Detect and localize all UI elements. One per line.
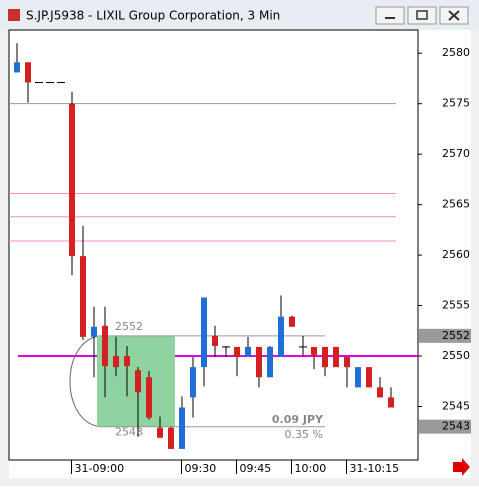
window-buttons[interactable] <box>375 6 469 25</box>
y-tick-label: 2580 <box>442 46 470 59</box>
measure-label: 2552 <box>115 320 143 333</box>
app-icon <box>8 9 20 21</box>
price-tag <box>419 419 471 434</box>
measure-change: 0.09 JPY <box>272 413 324 426</box>
y-tick-label: 2565 <box>442 198 470 211</box>
measure-percent: 0.35 % <box>285 428 323 441</box>
y-tick-label: 2570 <box>442 147 470 160</box>
candle-body <box>311 346 317 357</box>
candle-body <box>69 103 75 257</box>
x-tick-label: 10:00 <box>295 462 327 475</box>
price-tag-label: 2552 <box>442 329 470 342</box>
candle-body <box>333 346 339 368</box>
candle-body <box>80 256 86 337</box>
candle-body <box>377 387 383 398</box>
candle-body <box>25 62 31 83</box>
candle-body <box>14 62 20 73</box>
x-tick-label: 09:30 <box>185 462 217 475</box>
y-tick-label: 2555 <box>442 299 470 312</box>
y-tick-label: 2575 <box>442 97 470 110</box>
candle-body <box>113 356 119 368</box>
candle-body <box>201 297 207 368</box>
candle-body <box>388 397 394 408</box>
y-tick-label: 2550 <box>442 349 470 362</box>
y-tick-label: 2560 <box>442 248 470 261</box>
close-icon <box>448 10 460 21</box>
plot-frame <box>8 29 419 461</box>
candle-body <box>135 370 141 393</box>
candle-body <box>278 316 284 358</box>
candle-body <box>355 367 361 388</box>
candle-body <box>190 367 196 398</box>
candle-body <box>234 346 240 358</box>
candle-body <box>267 346 273 378</box>
price-tag <box>419 328 471 343</box>
candle-body <box>179 407 185 449</box>
candle-body <box>157 427 163 438</box>
price-tag-label: 2543 <box>442 420 470 433</box>
candle-body <box>289 316 295 327</box>
maximize-button[interactable] <box>407 6 437 25</box>
candle-body <box>366 367 372 388</box>
candle-body <box>168 427 174 449</box>
candle-body <box>102 325 108 367</box>
scroll-arrow[interactable] <box>453 458 470 476</box>
maximize-icon <box>416 10 428 20</box>
measure-arc <box>69 335 101 428</box>
candle-body <box>344 357 350 368</box>
candle-body <box>212 335 218 346</box>
candle-body <box>322 346 328 368</box>
measure-label: 2543 <box>115 426 143 439</box>
x-tick-label: 31-10:15 <box>350 462 400 475</box>
x-tick-label: 09:45 <box>240 462 272 475</box>
candle-body <box>146 377 152 418</box>
y-tick-label: 2545 <box>442 400 470 413</box>
x-tick-label: 31-09:00 <box>75 462 125 475</box>
candle-body <box>124 356 130 367</box>
candle-body <box>91 326 97 337</box>
candle-body <box>256 346 262 378</box>
window-title: S.JP.J5938 - LIXIL Group Corporation, 3 … <box>26 9 280 23</box>
candle-body <box>245 346 251 358</box>
minimize-button[interactable] <box>375 6 405 25</box>
